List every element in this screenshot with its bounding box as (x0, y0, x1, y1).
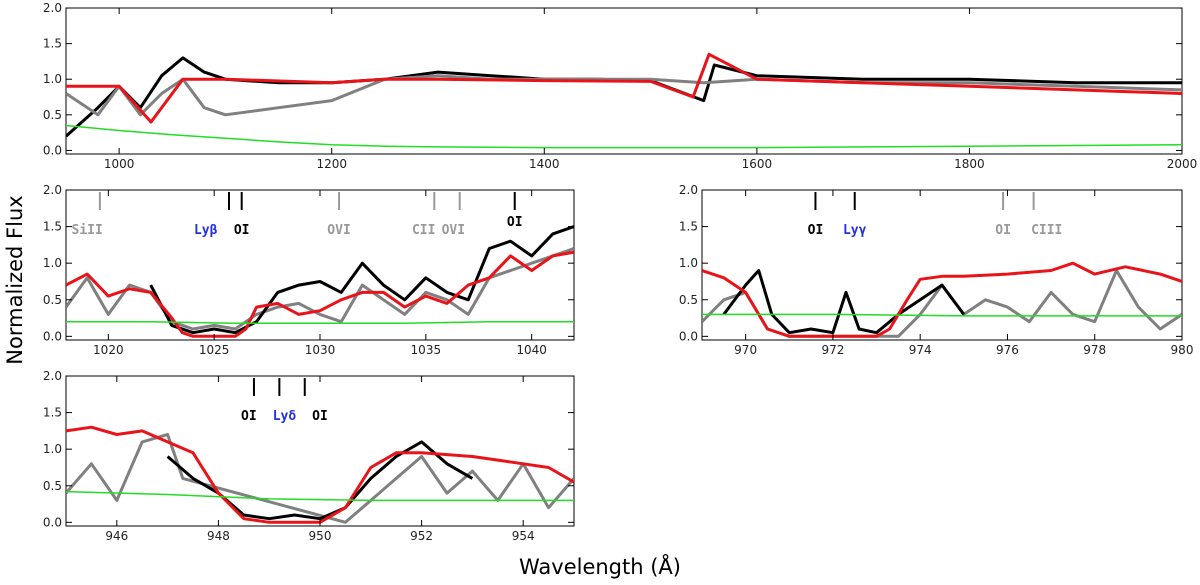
ytick-label: 1.5 (679, 220, 698, 234)
xtick-label: 1025 (199, 343, 230, 357)
xtick-label: 970 (734, 343, 757, 357)
xtick-label: 952 (410, 529, 433, 543)
panel-lyb: 0.0 0.5 1.0 1.5 2.0 1020 1025 1030 1035 1040 SiII L… (43, 183, 575, 357)
xtick-label: 1600 (742, 157, 773, 171)
ytick-label: 0.5 (43, 293, 62, 307)
marker-label: CII (412, 223, 435, 238)
panel-lyg: 0.0 0.5 1.0 1.5 2.0 970 972 974 976 978 980 OI Lyγ OI… (679, 183, 1194, 357)
panel-lyd-frame (65, 375, 575, 527)
ytick-label: 0.0 (43, 143, 62, 157)
xtick-label: 2000 (1167, 157, 1198, 171)
xtick-label: 1200 (316, 157, 347, 171)
marker-label: SiII (72, 223, 103, 238)
xtick-label: 1400 (529, 157, 560, 171)
xtick-label: 978 (1083, 343, 1106, 357)
panel-lyd: 0.0 0.5 1.0 1.5 2.0 946 948 950 952 954 OI Lyδ OI (43, 369, 575, 543)
marker-label: OI (507, 215, 523, 230)
ytick-label: 0.0 (679, 329, 698, 343)
ytick-label: 0.5 (679, 293, 698, 307)
ytick-label: 2.0 (43, 183, 62, 197)
ytick-label: 2.0 (43, 369, 62, 383)
xtick-label: 1040 (516, 343, 547, 357)
xtick-label: 1800 (954, 157, 985, 171)
xtick-label: 974 (909, 343, 932, 357)
xtick-label: 1020 (93, 343, 124, 357)
marker-label: Lyβ (194, 223, 218, 238)
xtick-label: 1035 (411, 343, 442, 357)
ytick-label: 1.5 (43, 37, 62, 51)
xtick-label: 946 (105, 529, 128, 543)
marker-label: OI (241, 409, 257, 424)
panel-lyd-plot: 0.0 0.5 1.0 1.5 2.0 946 948 950 952 954 OI Lyδ OI (43, 369, 574, 543)
y-axis-label: Normalized Flux (3, 195, 27, 364)
ytick-label: 0.5 (43, 108, 62, 122)
panel-top-plot: 0.0 0.5 1.0 1.5 2.0 1000 1200 1400 1600 1800 2000 (43, 1, 1197, 171)
xtick-label: 950 (309, 529, 332, 543)
panel-lyg-plot: 0.0 0.5 1.0 1.5 2.0 970 972 974 976 978 980 OI Lyγ OI… (679, 183, 1194, 357)
marker-label: OI (808, 223, 824, 238)
ytick-label: 2.0 (679, 183, 698, 197)
ytick-label: 2.0 (43, 1, 62, 15)
ytick-label: 0.5 (43, 479, 62, 493)
series-lyb-red (66, 250, 574, 338)
marker-label: Lyδ (273, 409, 297, 424)
series-lyb-black (149, 225, 574, 335)
xtick-label: 954 (512, 529, 535, 543)
panel-lyb-frame (65, 189, 575, 341)
series-lyg-green (702, 313, 1182, 317)
ytick-label: 0.0 (43, 515, 62, 529)
series-lyb-green (66, 320, 574, 324)
panel-top-frame (65, 7, 1183, 155)
xtick-label: 1000 (104, 157, 135, 171)
series-lyg-black (722, 269, 966, 335)
ytick-label: 1.5 (43, 220, 62, 234)
series-lyd-gray (66, 433, 574, 524)
xtick-label: 972 (821, 343, 844, 357)
ytick-label: 1.5 (43, 406, 62, 420)
series-lyb-gray (66, 247, 574, 331)
xtick-label: 1030 (305, 343, 336, 357)
series-top-red (66, 52, 1182, 124)
panel-top: 0.0 0.5 1.0 1.5 2.0 1000 1200 1400 1600 1800 2000 (43, 1, 1197, 171)
xtick-label: 980 (1171, 343, 1194, 357)
panel-lyg-frame (701, 189, 1183, 341)
marker-label: OVI (327, 223, 350, 238)
marker-label: CIII (1031, 223, 1062, 238)
marker-label: OVI (442, 223, 465, 238)
series-lyg-gray (702, 269, 1182, 338)
xtick-label: 976 (996, 343, 1019, 357)
ytick-label: 1.0 (43, 256, 62, 270)
ytick-label: 1.0 (43, 442, 62, 456)
series-lyd-green (66, 490, 574, 502)
ytick-label: 1.0 (43, 72, 62, 86)
ytick-label: 0.0 (43, 329, 62, 343)
marker-label: OI (234, 223, 250, 238)
xtick-label: 948 (207, 529, 230, 543)
ytick-label: 1.0 (679, 256, 698, 270)
marker-label: OI (312, 409, 328, 424)
series-lyg-red (702, 261, 1182, 338)
series-top-green (66, 124, 1182, 149)
marker-label: OI (995, 223, 1011, 238)
panel-lyb-plot: 0.0 0.5 1.0 1.5 2.0 1020 1025 1030 1035 1040 SiII L… (43, 183, 574, 357)
x-axis-label: Wavelength (Å) (519, 553, 681, 579)
series-top-black (66, 56, 1182, 138)
marker-label: Lyγ (843, 223, 867, 238)
